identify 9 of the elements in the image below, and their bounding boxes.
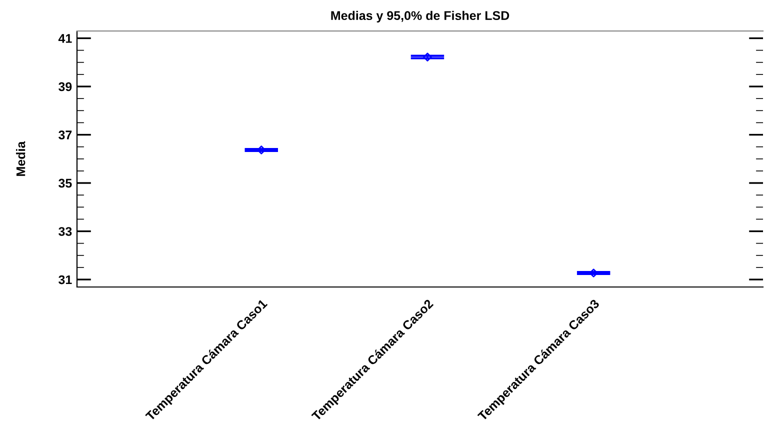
y-axis-title: Media bbox=[16, 141, 26, 176]
y-tick-label: 35 bbox=[58, 178, 72, 188]
y-tick-label: 37 bbox=[58, 130, 72, 140]
y-tick-label: 31 bbox=[58, 275, 72, 284]
point bbox=[423, 52, 432, 62]
y-tick-label: 39 bbox=[58, 82, 72, 92]
y-tick-label: 41 bbox=[58, 34, 72, 43]
chart-title: Medias y 95,0% de Fisher LSD bbox=[331, 10, 510, 22]
y-tick-label: 33 bbox=[58, 227, 72, 236]
